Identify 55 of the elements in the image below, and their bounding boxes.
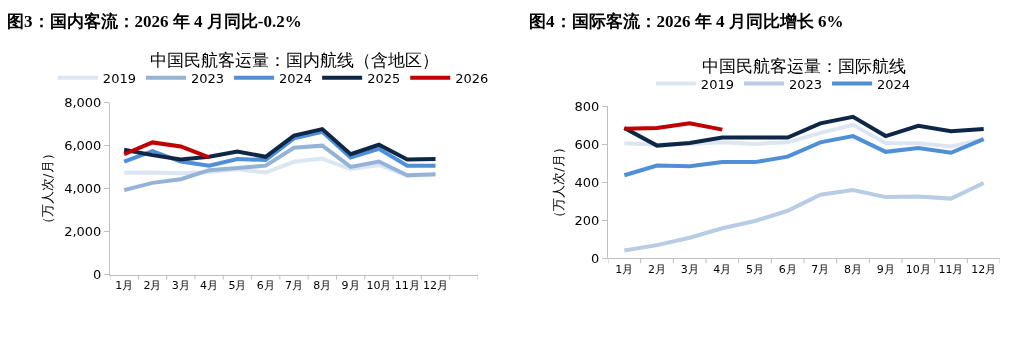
x-tick-label: 1月 bbox=[615, 262, 634, 276]
legend-label: 2023 bbox=[190, 70, 225, 86]
line-series bbox=[122, 127, 438, 162]
y-tick-label: 6,000 bbox=[64, 138, 102, 154]
line-series bbox=[122, 140, 212, 160]
x-tick-label: 4月 bbox=[713, 262, 732, 276]
chart-title: 图3：国内客流：2026 年 4 月同比-0.2% bbox=[7, 12, 302, 31]
x-tick-label: 8月 bbox=[844, 262, 862, 276]
legend-label: 2024 bbox=[877, 76, 911, 92]
line-series bbox=[122, 143, 438, 193]
chart-subtitle: 中国民航客运量：国内航线（含地区） bbox=[150, 50, 439, 70]
x-tick-label: 7月 bbox=[285, 278, 303, 292]
x-tick-label: 1月 bbox=[115, 278, 134, 292]
x-tick-label: 2月 bbox=[143, 278, 162, 292]
x-tick-label: 8月 bbox=[313, 278, 332, 292]
x-tick-label: 6月 bbox=[778, 262, 797, 276]
legend-label: 2019 bbox=[102, 70, 136, 86]
line-series bbox=[622, 134, 986, 178]
y-tick-label: 0 bbox=[93, 267, 102, 283]
y-axis-title: （万人次/月） bbox=[550, 141, 566, 224]
x-tick-label: 11月 bbox=[394, 278, 420, 292]
x-tick-label: 5月 bbox=[746, 262, 764, 276]
y-tick-label: 800 bbox=[574, 98, 600, 114]
y-tick-label: 4,000 bbox=[64, 181, 102, 197]
chart-title: 图4：国际客流：2026 年 4 月同比增长 6% bbox=[529, 12, 844, 31]
x-tick-label: 12月 bbox=[971, 262, 997, 276]
legend-label: 2023 bbox=[788, 76, 823, 92]
x-tick-label: 4月 bbox=[200, 278, 219, 292]
legend-label: 2019 bbox=[700, 76, 734, 92]
x-tick-label: 7月 bbox=[811, 262, 830, 276]
x-tick-label: 5月 bbox=[228, 278, 247, 292]
legend-label: 2026 bbox=[455, 70, 489, 86]
y-tick-label: 600 bbox=[574, 137, 600, 152]
x-tick-label: 9月 bbox=[876, 262, 895, 276]
y-axis-title: （万人次/月） bbox=[40, 147, 56, 230]
y-tick-label: 400 bbox=[574, 175, 600, 190]
line-series bbox=[622, 114, 986, 148]
x-tick-label: 2月 bbox=[648, 262, 666, 276]
legend-label: 2024 bbox=[279, 70, 313, 86]
y-tick-label: 0 bbox=[591, 251, 600, 267]
x-tick-label: 6月 bbox=[256, 278, 275, 292]
y-tick-label: 8,000 bbox=[64, 95, 102, 111]
x-tick-label: 11月 bbox=[938, 262, 964, 276]
x-tick-label: 3月 bbox=[171, 278, 190, 292]
chart-subtitle: 中国民航客运量：国际航线 bbox=[702, 56, 906, 76]
x-tick-label: 3月 bbox=[680, 262, 699, 276]
line-series bbox=[622, 181, 986, 253]
x-tick-label: 9月 bbox=[341, 278, 360, 292]
x-tick-label: 10月 bbox=[366, 278, 392, 292]
x-tick-label: 12月 bbox=[423, 278, 449, 292]
x-tick-label: 10月 bbox=[905, 262, 931, 276]
line-series bbox=[622, 121, 725, 132]
y-tick-label: 200 bbox=[574, 213, 600, 229]
y-tick-label: 2,000 bbox=[64, 224, 102, 240]
legend-label: 2025 bbox=[367, 70, 401, 86]
